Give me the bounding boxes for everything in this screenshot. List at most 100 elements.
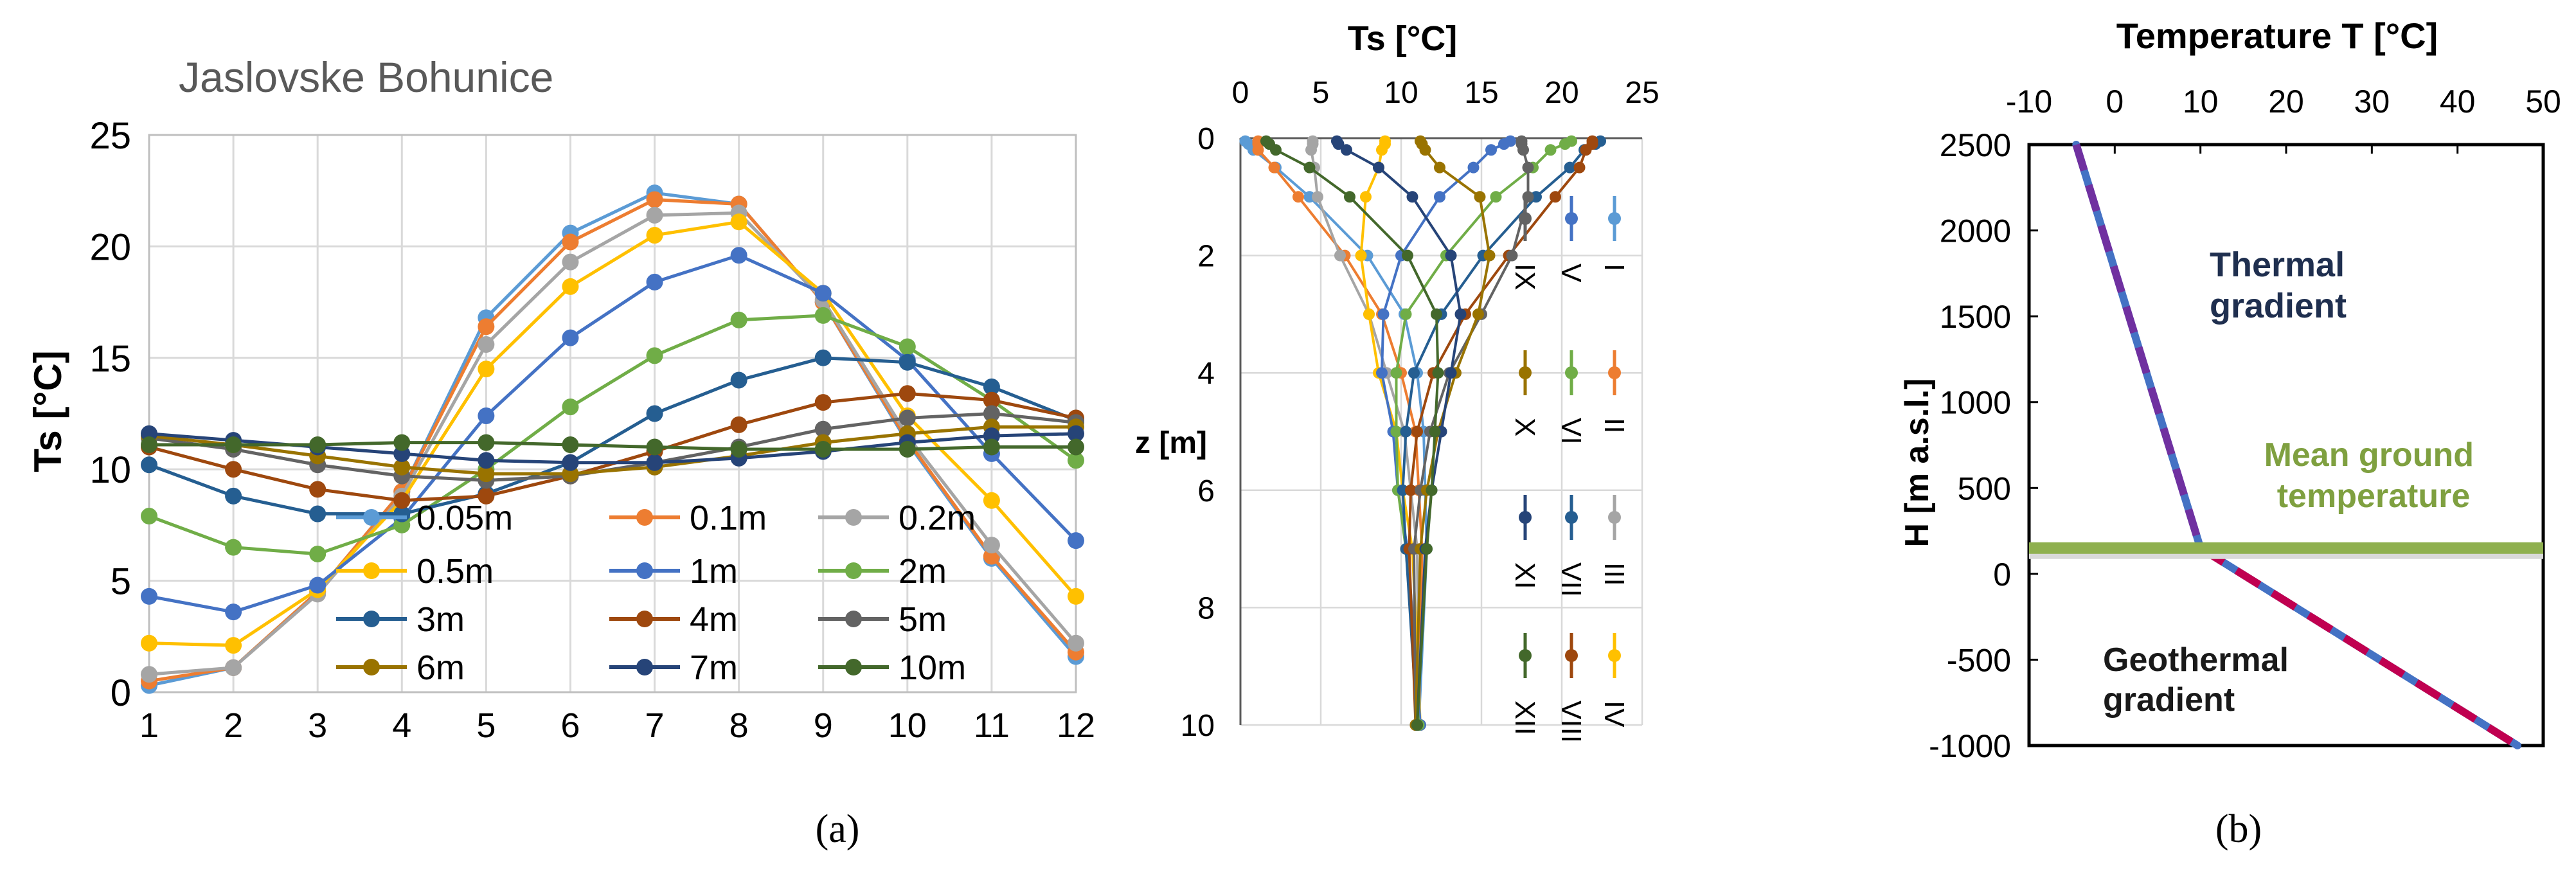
monthly-xtick-7: 7 [645, 706, 665, 745]
profile-point-vi-3 [1544, 144, 1557, 156]
profile-legend-marker-ix [1519, 212, 1532, 225]
profile-legend-entry-xii: XII [1509, 633, 1541, 735]
profile-point-ix-3 [1517, 144, 1529, 156]
monthly-point-6m-4 [393, 458, 411, 476]
monthly-point-10m-9 [814, 440, 832, 458]
monthly-point-2m-10 [899, 338, 916, 355]
gradient-ytick-1000: 1000 [1940, 385, 2011, 421]
monthly-legend-label-5m: 5m [899, 600, 947, 639]
monthly-point-0-5m-5 [478, 361, 495, 378]
monthly-legend-marker-1m [636, 562, 653, 579]
monthly-legend-marker-0-05m [363, 509, 380, 526]
monthly-point-4m-3 [309, 481, 326, 498]
profile-legend-marker-vi [1565, 366, 1578, 379]
geothermal-gradient-annotation-line-1: Geothermal [2103, 641, 2289, 679]
profile-legend-label-x: X [1509, 418, 1541, 436]
monthly-line-3m [148, 356, 1077, 516]
profile-point-iii-5 [1312, 191, 1323, 203]
monthly-ytick-25: 25 [89, 115, 131, 157]
profile-legend-entry-vi: VI [1555, 350, 1587, 445]
profile-legend-marker-xii [1519, 649, 1532, 662]
gradient-xtick-50: 50 [2525, 84, 2561, 120]
profile-legend-marker-i [1608, 212, 1621, 225]
profile-legend-label-ii: II [1598, 418, 1630, 433]
monthly-legend-entry-7m: 7m [609, 648, 738, 687]
monthly-point-7m-6 [562, 454, 579, 471]
monthly-legend-label-2m: 2m [899, 552, 947, 591]
gradient-ytick-2500: 2500 [1940, 127, 2011, 163]
profile-xtick-0: 0 [1232, 76, 1249, 110]
monthly-point-3m-7 [646, 405, 663, 422]
mean-ground-temperature-annotation-line-1: Mean ground [2264, 436, 2474, 474]
monthly-point-0-1m-7 [646, 191, 663, 208]
monthly-legend-entry-0-05m: 0.05m [336, 499, 513, 537]
profile-point-vii-10 [1397, 484, 1409, 496]
monthly-legend-entry-3m: 3m [336, 600, 465, 639]
monthly-line-6m [148, 425, 1076, 476]
profile-point-vii-4 [1564, 161, 1576, 174]
profile-point-vii-5 [1530, 191, 1542, 203]
monthly-xtick-2: 2 [224, 706, 243, 745]
monthly-point-0-2m-6 [562, 253, 579, 271]
profile-legend-entry-viii: VIII [1555, 633, 1587, 743]
monthly-ytick-20: 20 [89, 226, 131, 268]
profile-legend-marker-ii [1608, 366, 1621, 379]
monthly-point-1m-12 [1068, 532, 1084, 550]
monthly-point-10m-7 [646, 438, 663, 456]
gradient-xtick-40: 40 [2440, 84, 2476, 120]
monthly-legend-marker-2m [845, 562, 862, 579]
profile-legend-label-v: V [1555, 264, 1587, 283]
profile-point-v-3 [1485, 144, 1497, 156]
monthly-point-1m-7 [646, 273, 663, 291]
monthly-point-10m-2 [225, 436, 242, 454]
profile-legend-marker-v [1565, 212, 1578, 225]
monthly-legend-entry-2m: 2m [818, 552, 947, 591]
profile-legend-label-vi: VI [1555, 418, 1587, 445]
monthly-ytick-0: 0 [111, 672, 131, 714]
monthly-legend: 0.05m 0.1m 0.2m 0.5m 1m 2m 3m 4m 5m 6m 7m 10m [336, 499, 976, 687]
profile-point-v-2 [1498, 138, 1510, 150]
monthly-legend-marker-0-5m [363, 562, 380, 579]
monthly-point-1m-2 [225, 603, 242, 621]
profile-point-x-7 [1472, 308, 1484, 320]
profile-point-xii-4 [1303, 161, 1316, 174]
profile-xtick-25: 25 [1625, 76, 1659, 110]
monthly-legend-label-6m: 6m [416, 648, 465, 687]
monthly-ytick-15: 15 [89, 338, 131, 380]
profile-point-x-6 [1483, 249, 1496, 262]
profile-point-viii-10 [1405, 484, 1417, 496]
profile-tick-labels: 0 5 10 15 20 25 0 2 4 6 8 10 [1181, 76, 1659, 743]
profile-ytick-4: 4 [1197, 357, 1215, 391]
profile-point-ix-6 [1506, 249, 1518, 262]
monthly-ytick-5: 5 [111, 561, 131, 603]
profile-point-xi-3 [1341, 144, 1352, 156]
gradient-line-dash-thermal-gradient [2072, 143, 2205, 550]
profile-point-xii-11 [1421, 543, 1433, 555]
profile-point-x-5 [1474, 191, 1486, 203]
profile-point-v-7 [1377, 308, 1390, 320]
gradient-xtick-30: 30 [2354, 84, 2390, 120]
monthly-point-5m-10 [899, 409, 916, 427]
monthly-point-1m-5 [478, 407, 495, 424]
monthly-point-0-1m-6 [562, 233, 579, 251]
monthly-point-0-2m-11 [983, 537, 1000, 554]
gradient-series-thermal-gradient [2072, 141, 2205, 552]
monthly-legend-label-0-5m: 0.5m [416, 552, 494, 591]
monthly-point-2m-7 [646, 347, 663, 364]
monthly-legend-marker-5m [845, 611, 862, 627]
monthly-point-0-5m-8 [730, 213, 747, 231]
monthly-xtick-8: 8 [729, 706, 749, 745]
gradient-xtick-0: 0 [2106, 84, 2124, 120]
monthly-legend-label-0-1m: 0.1m [690, 499, 767, 537]
monthly-point-4m-5 [478, 487, 495, 505]
profile-point-iv-7 [1363, 308, 1375, 320]
monthly-point-0-2m-1 [141, 666, 157, 683]
monthly-point-4m-11 [983, 391, 1000, 409]
thermal-gradient-annotation-line-1: Thermal [2210, 246, 2345, 284]
monthly-legend-label-3m: 3m [416, 600, 465, 639]
monthly-xtick-3: 3 [308, 706, 327, 745]
profile-point-iii-3 [1305, 144, 1317, 156]
